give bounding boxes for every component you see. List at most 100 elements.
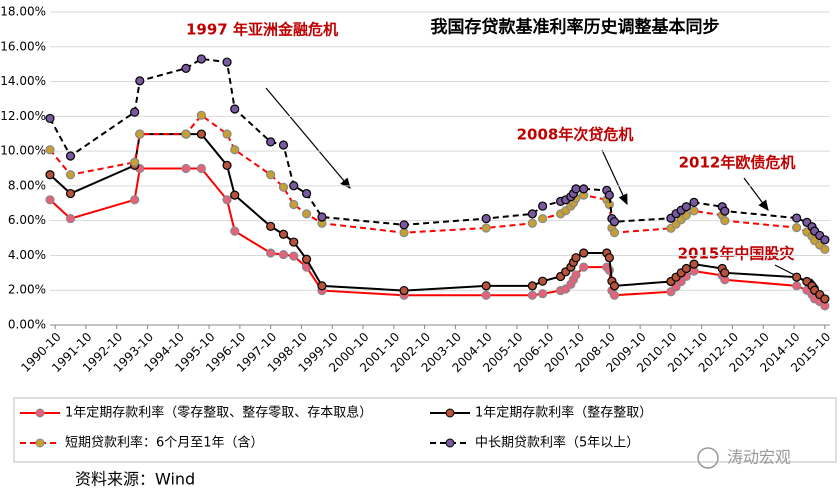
data-point <box>792 281 802 291</box>
data-point <box>196 110 206 120</box>
data-point <box>538 213 548 224</box>
data-point <box>399 285 409 296</box>
data-point <box>266 221 276 232</box>
data-point <box>527 218 537 228</box>
legend-label: 1年定期存款利率（整存整取） <box>475 405 652 421</box>
data-point <box>135 129 145 139</box>
legend-label: 中长期贷款利率（5年以上） <box>475 435 639 451</box>
data-point <box>720 268 730 278</box>
data-point <box>130 157 140 167</box>
data-point <box>571 184 581 194</box>
legend-marker <box>35 438 45 448</box>
data-point <box>266 137 276 147</box>
data-point <box>289 237 299 247</box>
data-point <box>820 235 830 245</box>
data-point <box>222 129 232 139</box>
data-point <box>130 107 140 117</box>
data-point <box>792 213 802 223</box>
data-point <box>278 249 289 260</box>
data-point <box>65 170 76 180</box>
data-point <box>45 195 55 205</box>
data-point <box>278 140 289 150</box>
data-point <box>65 188 76 199</box>
source: 资料来源：Wind <box>75 470 195 489</box>
y-tick-label: 8.00% <box>8 178 46 192</box>
data-point <box>571 270 581 280</box>
legend-marker <box>445 438 455 448</box>
data-point <box>481 223 491 233</box>
data-point <box>689 259 699 269</box>
data-point <box>278 182 289 192</box>
data-point <box>196 163 206 174</box>
data-point <box>230 226 240 236</box>
legend-label: 短期贷款利率：6个月至1年（含） <box>65 435 264 451</box>
data-point <box>289 199 299 210</box>
data-point <box>481 213 491 224</box>
data-point <box>681 263 691 274</box>
data-point <box>230 145 240 155</box>
data-point <box>266 170 276 180</box>
data-point <box>289 251 299 261</box>
data-point <box>130 195 140 205</box>
watermark-icon <box>697 447 719 469</box>
y-tick-label: 16.00% <box>0 39 46 53</box>
arrow <box>601 149 628 206</box>
data-point <box>181 129 191 139</box>
data-point <box>579 184 589 194</box>
legend-label: 1年定期存款利率（零存整取、整存零取、存本取息） <box>65 405 372 421</box>
data-point <box>135 76 145 86</box>
legend-marker <box>35 408 45 418</box>
data-point <box>181 163 191 174</box>
data-point <box>527 281 537 291</box>
data-point <box>222 195 232 205</box>
data-point <box>689 206 699 216</box>
arrow <box>743 177 769 211</box>
data-point <box>399 228 409 238</box>
data-point <box>820 244 830 254</box>
y-tick-label: 0.00% <box>8 318 46 332</box>
y-tick-label: 2.00% <box>8 283 46 297</box>
y-tick-label: 10.00% <box>0 144 46 158</box>
data-point <box>538 289 548 299</box>
data-point <box>609 281 620 291</box>
annotation: 1997 年亚洲金融危机 <box>186 21 338 39</box>
data-point <box>579 248 589 258</box>
y-tick-label: 12.00% <box>0 109 46 123</box>
data-point <box>527 209 537 219</box>
data-point <box>65 213 76 224</box>
data-point <box>481 281 491 291</box>
legend-box <box>13 397 837 463</box>
data-point <box>609 290 620 300</box>
data-point <box>399 220 409 230</box>
data-point <box>45 170 55 180</box>
data-point <box>681 202 691 212</box>
data-point <box>481 290 491 300</box>
data-point <box>196 129 206 139</box>
y-tick-label: 6.00% <box>8 213 46 227</box>
data-point <box>579 262 589 272</box>
data-point <box>792 272 802 282</box>
data-point <box>538 276 548 286</box>
chart-title: 我国存贷款基准利率历史调整基本同步 <box>431 17 720 38</box>
data-point <box>689 197 699 208</box>
data-point <box>609 228 620 238</box>
data-point <box>301 254 312 264</box>
watermark: 涛动宏观 <box>727 448 791 467</box>
data-point <box>317 212 327 222</box>
data-point <box>604 190 614 200</box>
data-point <box>609 217 620 227</box>
data-point <box>230 190 240 200</box>
data-point <box>196 54 206 64</box>
y-tick-label: 4.00% <box>8 248 46 262</box>
y-tick-label: 14.00% <box>0 74 46 88</box>
y-tick-label: 18.00% <box>0 5 46 19</box>
data-point <box>538 201 548 211</box>
legend-marker <box>445 408 455 418</box>
annotation: 2008年次贷危机 <box>517 126 634 144</box>
data-point <box>230 104 240 114</box>
data-point <box>289 181 299 191</box>
data-point <box>301 188 312 199</box>
data-point <box>720 216 730 226</box>
data-point <box>792 223 802 233</box>
